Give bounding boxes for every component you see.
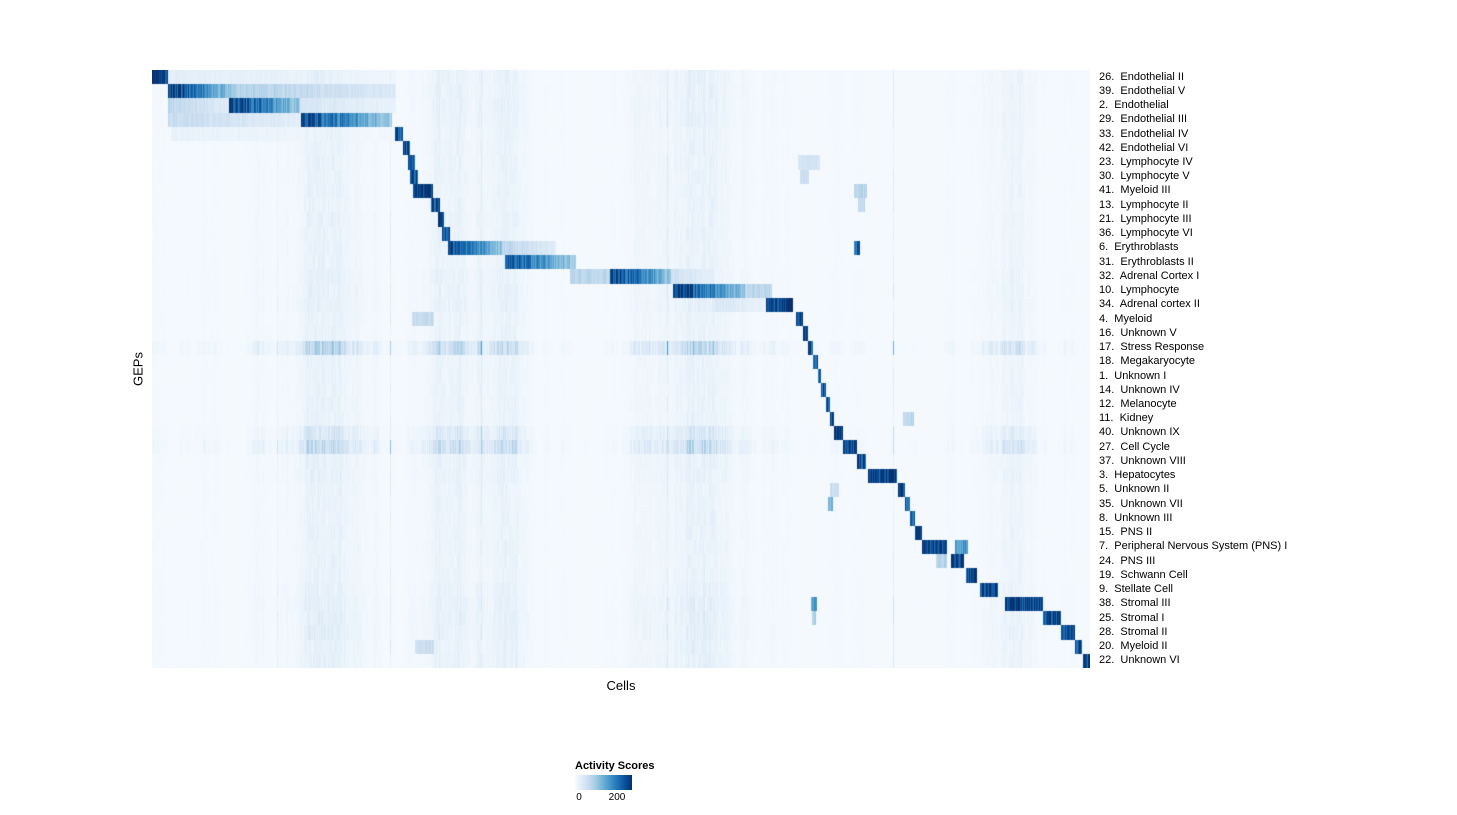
row-label: 18. Megakaryocyte: [1099, 355, 1195, 368]
row-label: 33. Endothelial IV: [1099, 127, 1189, 140]
row-label: 40. Unknown IX: [1099, 426, 1180, 439]
x-axis-label: Cells: [606, 678, 636, 693]
row-label: 24. PNS III: [1099, 554, 1156, 567]
row-label: 1. Unknown I: [1099, 369, 1167, 382]
row-label: 20. Myeloid II: [1099, 639, 1168, 652]
row-label: 36. Lymphocyte VI: [1099, 227, 1193, 240]
colorbar-ticks: 0 200: [575, 792, 632, 804]
row-label: 9. Stellate Cell: [1099, 583, 1173, 596]
row-label: 37. Unknown VIII: [1099, 454, 1186, 467]
y-axis-label: GEPs: [130, 352, 146, 386]
row-label: 8. Unknown III: [1099, 511, 1173, 524]
colorbar-legend: Activity Scores 0 200: [575, 760, 695, 804]
legend-title: Activity Scores: [575, 760, 655, 772]
row-label: 26. Endothelial II: [1099, 70, 1185, 83]
row-label: 5. Unknown II: [1099, 483, 1170, 496]
heatmap-canvas: [152, 70, 1090, 668]
row-label: 30. Lymphocyte V: [1099, 170, 1190, 183]
row-label: 15. PNS II: [1099, 526, 1153, 539]
legend-tick-min: 0: [576, 792, 582, 803]
row-label: 6. Erythroblasts: [1099, 241, 1179, 254]
row-label: 16. Unknown V: [1099, 326, 1177, 339]
row-label: 27. Cell Cycle: [1099, 440, 1170, 453]
row-label: 19. Schwann Cell: [1099, 568, 1188, 581]
row-label: 17. Stress Response: [1099, 341, 1205, 354]
row-label: 23. Lymphocyte IV: [1099, 156, 1193, 169]
row-label: 2. Endothelial: [1099, 99, 1169, 112]
colorbar-gradient: [575, 775, 632, 790]
row-label: 3. Hepatocytes: [1099, 469, 1176, 482]
row-label: 14. Unknown IV: [1099, 383, 1180, 396]
row-label: 34. Adrenal cortex II: [1099, 298, 1200, 311]
row-label: 29. Endothelial III: [1099, 113, 1188, 126]
row-label: 11. Kidney: [1099, 412, 1154, 425]
row-label: 25. Stromal I: [1099, 611, 1165, 624]
row-label: 38. Stromal III: [1099, 597, 1171, 610]
row-label: 39. Endothelial V: [1099, 84, 1186, 97]
row-label: 12. Melanocyte: [1099, 398, 1177, 410]
row-label: 41. Myeloid III: [1099, 184, 1171, 197]
row-label: 10. Lymphocyte: [1099, 284, 1180, 297]
row-label: 28. Stromal II: [1099, 625, 1168, 638]
row-label: 21. Lymphocyte III: [1099, 212, 1192, 225]
row-label: 13. Lymphocyte II: [1099, 198, 1189, 211]
gep-row-labels: 26. Endothelial II 39. Endothelial V 2. En…: [1099, 70, 1451, 668]
row-label: 7. Peripheral Nervous System (PNS) I: [1099, 540, 1288, 553]
row-label: 31. Erythroblasts II: [1099, 255, 1194, 268]
row-label: 22. Unknown VI: [1099, 654, 1180, 667]
row-label: 42. Endothelial VI: [1099, 141, 1189, 154]
legend-tick-max: 200: [608, 792, 626, 803]
row-label: 4. Myeloid: [1099, 312, 1153, 325]
row-label: 35. Unknown VII: [1099, 497, 1183, 510]
row-label: 32. Adrenal Cortex I: [1099, 269, 1200, 282]
